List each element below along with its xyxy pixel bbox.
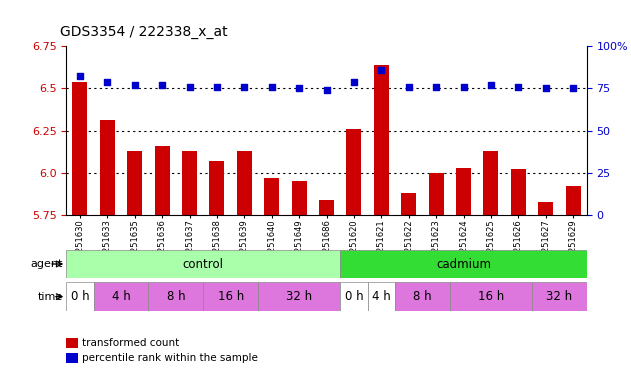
Bar — [511, 169, 526, 215]
Bar — [203, 282, 258, 311]
Bar — [66, 282, 93, 311]
Text: 32 h: 32 h — [286, 290, 312, 303]
Text: 0 h: 0 h — [71, 290, 89, 303]
Bar — [450, 282, 532, 311]
Point — [75, 73, 85, 79]
Bar — [319, 200, 334, 215]
Point — [294, 85, 304, 91]
Point — [459, 84, 469, 90]
Text: 4 h: 4 h — [372, 290, 391, 303]
Bar — [374, 65, 389, 215]
Bar — [155, 146, 170, 215]
Bar — [340, 282, 368, 311]
Bar — [127, 151, 142, 215]
Bar — [346, 129, 362, 215]
Point — [376, 67, 386, 73]
Bar — [93, 282, 148, 311]
Point — [431, 84, 441, 90]
Point — [157, 82, 167, 88]
Point — [513, 84, 523, 90]
Text: 16 h: 16 h — [218, 290, 244, 303]
Bar — [182, 151, 197, 215]
Bar — [532, 282, 587, 311]
Bar — [258, 282, 340, 311]
Bar — [209, 161, 225, 215]
Text: 0 h: 0 h — [345, 290, 363, 303]
Bar — [66, 250, 340, 278]
Point — [322, 87, 332, 93]
Text: 32 h: 32 h — [546, 290, 572, 303]
Bar — [100, 121, 115, 215]
Point — [568, 85, 578, 91]
Text: transformed count: transformed count — [82, 338, 179, 348]
Bar — [368, 282, 395, 311]
Text: GDS3354 / 222338_x_at: GDS3354 / 222338_x_at — [60, 25, 228, 39]
Bar — [237, 151, 252, 215]
Text: 8 h: 8 h — [167, 290, 185, 303]
Bar — [483, 151, 498, 215]
Bar — [340, 250, 587, 278]
Point — [130, 82, 140, 88]
Point — [267, 84, 277, 90]
Text: agent: agent — [31, 259, 63, 269]
Point — [349, 78, 359, 84]
Text: cadmium: cadmium — [436, 258, 491, 270]
Point — [102, 78, 112, 84]
Bar — [456, 168, 471, 215]
Bar — [73, 81, 88, 215]
Text: 16 h: 16 h — [478, 290, 504, 303]
Text: 4 h: 4 h — [112, 290, 131, 303]
Bar — [292, 181, 307, 215]
Bar — [264, 178, 280, 215]
Text: control: control — [183, 258, 224, 270]
Bar — [148, 282, 203, 311]
Point — [212, 84, 222, 90]
Text: 8 h: 8 h — [413, 290, 432, 303]
Bar — [565, 186, 581, 215]
Point — [486, 82, 496, 88]
Text: time: time — [38, 291, 63, 302]
Text: percentile rank within the sample: percentile rank within the sample — [82, 353, 258, 363]
Point — [239, 84, 249, 90]
Bar — [395, 282, 450, 311]
Point — [404, 84, 414, 90]
Point — [184, 84, 194, 90]
Point — [541, 85, 551, 91]
Bar — [538, 202, 553, 215]
Bar — [401, 193, 416, 215]
Bar — [428, 173, 444, 215]
